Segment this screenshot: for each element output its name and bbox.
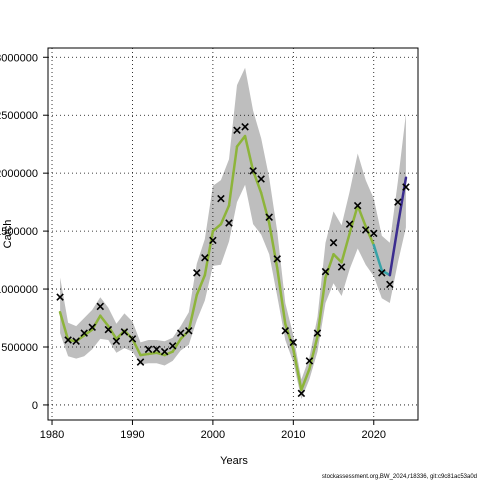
- y-tick-label: 2000000: [0, 168, 38, 180]
- observed-point: [321, 267, 330, 276]
- observed-point: [233, 126, 241, 135]
- observed-point: [128, 335, 137, 343]
- observed-point: [402, 183, 410, 191]
- y-tick-label: 1500000: [0, 226, 38, 238]
- x-tick-label: 2000: [201, 429, 225, 441]
- observed-point: [144, 345, 153, 354]
- observed-point: [56, 293, 64, 301]
- fitted-line-segment: [372, 243, 384, 272]
- y-tick-label: 0: [32, 400, 38, 412]
- observed-points-layer: [56, 123, 410, 398]
- observed-point: [64, 336, 72, 344]
- x-axis-title: Years: [220, 455, 248, 467]
- observed-point: [394, 198, 402, 206]
- observed-point: [184, 327, 193, 335]
- observed-point: [313, 329, 322, 337]
- fitted-line-segment: [58, 310, 70, 342]
- observed-point: [80, 329, 88, 337]
- observed-point: [305, 357, 314, 365]
- x-tick-label: 1990: [120, 429, 144, 441]
- y-tick-label: 500000: [1, 342, 38, 354]
- fitted-line-segment: [292, 348, 303, 392]
- fitted-line-segment: [115, 329, 126, 341]
- observed-point: [201, 253, 209, 262]
- observed-point: [241, 123, 249, 131]
- fitted-line-segment: [275, 266, 287, 326]
- fitted-line-segment: [99, 314, 110, 328]
- observed-point: [361, 226, 370, 234]
- fitted-line-segment: [300, 367, 311, 392]
- observed-point: [386, 280, 394, 289]
- observed-point: [249, 167, 257, 175]
- fitted-line-segment: [243, 134, 255, 173]
- observed-point: [369, 229, 378, 238]
- fitted-line-segment: [139, 352, 150, 357]
- fitted-line-segment: [147, 351, 158, 356]
- fitted-line-segment: [308, 335, 319, 371]
- fitted-line-segment: [227, 145, 239, 207]
- observed-point: [353, 201, 362, 210]
- observed-point: [289, 338, 298, 347]
- observed-point: [104, 325, 113, 334]
- x-axis: 1980 1990 2000 2010 2020: [40, 420, 386, 441]
- observed-point: [88, 323, 97, 332]
- observed-point: [72, 337, 80, 345]
- footer-text: stockassessment.org,BW_2024,r18336, git:…: [322, 474, 477, 480]
- observed-point: [112, 337, 121, 345]
- observed-point: [378, 269, 386, 277]
- y-tick-label: 2500000: [0, 110, 38, 122]
- observed-point: [297, 389, 306, 398]
- fitted-line-segment: [171, 337, 182, 353]
- observed-point: [193, 269, 201, 277]
- observed-point: [152, 345, 161, 354]
- fitted-line-segment: [284, 322, 295, 351]
- fitted-line-segment: [356, 204, 367, 228]
- observed-point: [337, 263, 346, 271]
- grid-layer: [48, 48, 418, 420]
- observed-point: [120, 328, 129, 336]
- fitted-line-segment: [219, 204, 231, 226]
- fitted-line-segment: [131, 337, 142, 357]
- fitted-line-segment: [90, 314, 102, 331]
- fitted-line-segment: [66, 338, 78, 343]
- observed-point: [217, 194, 225, 203]
- fitted-line-segment: [235, 134, 247, 148]
- fitted-line-segment: [251, 169, 263, 195]
- confidence-band-layer: [60, 67, 406, 400]
- observed-point: [209, 236, 217, 245]
- observed-point: [345, 220, 354, 228]
- observed-point: [273, 255, 282, 263]
- x-tick-label: 1980: [40, 429, 64, 441]
- x-tick-label: 2020: [362, 429, 386, 441]
- observed-point: [168, 342, 177, 350]
- observed-point: [225, 219, 233, 227]
- observed-point: [176, 329, 185, 337]
- fitted-line-segment: [163, 350, 174, 357]
- fitted-line-segment: [316, 276, 327, 338]
- observed-point: [265, 213, 273, 221]
- observed-point: [257, 175, 265, 183]
- fitted-line-segment: [388, 224, 400, 277]
- y-axis-title: Catch: [2, 220, 14, 249]
- fitted-line-segment: [155, 351, 166, 357]
- plot-frame: [47, 47, 419, 421]
- y-axis: 0 500000 1000000 1500000 2000000 2500000 30000…: [0, 52, 48, 412]
- y-tick-label: 3000000: [0, 52, 38, 64]
- observed-point: [329, 238, 338, 247]
- confidence-band: [60, 67, 406, 400]
- fitted-line-segment: [187, 293, 199, 333]
- observed-point: [160, 347, 169, 356]
- fitted-line-segment: [195, 273, 207, 297]
- fitted-line-segment: [211, 222, 223, 233]
- observed-point: [96, 302, 105, 311]
- fitted-line-segment: [348, 204, 359, 235]
- x-tick-label: 2010: [281, 429, 305, 441]
- observed-point: [281, 327, 290, 335]
- observed-point: [136, 358, 145, 366]
- fitted-line-segment: [340, 232, 351, 264]
- y-tick-label: 1000000: [0, 284, 38, 296]
- fitted-line-segment: [332, 253, 343, 264]
